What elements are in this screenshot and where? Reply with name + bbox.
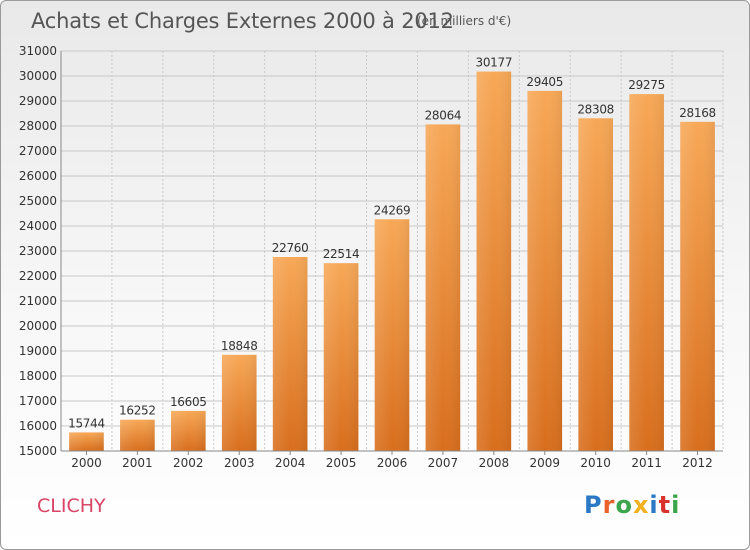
x-tick-label-2010: 2010 [580, 456, 611, 470]
x-tick-label-2005: 2005 [326, 456, 357, 470]
data-label-2002: 16605 [170, 395, 207, 409]
y-tick-label: 22000 [19, 269, 57, 283]
x-tick-label-2006: 2006 [377, 456, 408, 470]
data-label-2011: 29275 [628, 78, 665, 92]
y-tick-label: 19000 [19, 344, 57, 358]
logo-letter: i [649, 491, 659, 519]
y-tick-label: 24000 [19, 219, 57, 233]
y-tick-label: 30000 [19, 69, 57, 83]
y-tick-label: 28000 [19, 119, 57, 133]
y-tick-label: 20000 [19, 319, 57, 333]
y-tick-label: 23000 [19, 244, 57, 258]
logo-letter: P [584, 491, 603, 519]
logo-letter: r [602, 491, 616, 519]
x-tick-label-2000: 2000 [71, 456, 102, 470]
logo-letter: x [632, 491, 650, 519]
x-tick-label-2008: 2008 [479, 456, 510, 470]
bar-shine-2003 [221, 354, 257, 451]
x-tick-label-2001: 2001 [122, 456, 153, 470]
data-label-2007: 28064 [425, 108, 462, 122]
data-label-2001: 16252 [119, 404, 156, 418]
y-tick-label: 15000 [19, 444, 57, 458]
y-tick-label: 29000 [19, 94, 57, 108]
proxiti-logo[interactable]: Proxiti [584, 491, 680, 519]
bar-shine-2006 [374, 219, 410, 451]
y-tick-label: 27000 [19, 144, 57, 158]
data-label-2009: 29405 [526, 75, 563, 89]
y-tick-label: 21000 [19, 294, 57, 308]
bar-shine-2008 [476, 71, 512, 451]
x-tick-label-2011: 2011 [631, 456, 662, 470]
y-tick-label: 17000 [19, 394, 57, 408]
data-label-2010: 28308 [577, 102, 614, 116]
chart-unit: (en milliers d'€) [417, 14, 512, 28]
x-tick-label-2009: 2009 [529, 456, 560, 470]
bar-shine-2007 [425, 124, 461, 452]
bar-shine-2010 [578, 118, 614, 452]
y-tick-label: 18000 [19, 369, 57, 383]
y-tick-label: 25000 [19, 194, 57, 208]
logo-letter: i [671, 491, 681, 519]
bar-shine-2011 [629, 94, 664, 451]
x-tick-label-2004: 2004 [275, 456, 306, 470]
bar-shine-2000 [69, 432, 104, 451]
data-label-2012: 28168 [679, 106, 716, 120]
data-label-2000: 15744 [68, 416, 105, 430]
x-tick-label-2002: 2002 [173, 456, 204, 470]
bar-shine-2009 [527, 90, 563, 451]
y-tick-label: 16000 [19, 419, 57, 433]
x-tick-label-2012: 2012 [682, 456, 713, 470]
data-label-2004: 22760 [272, 241, 309, 255]
x-tick-label-2007: 2007 [428, 456, 459, 470]
bar-shine-2001 [120, 419, 155, 451]
bar-shine-2004 [272, 257, 308, 451]
chart-title: Achats et Charges Externes 2000 à 2012 [31, 9, 454, 33]
x-tick-label-2003: 2003 [224, 456, 255, 470]
y-tick-label: 26000 [19, 169, 57, 183]
city-name: CLICHY [37, 495, 106, 517]
bar-shine-2002 [170, 410, 206, 451]
data-label-2006: 24269 [374, 203, 411, 217]
logo-letter: o [615, 491, 633, 519]
data-label-2003: 18848 [221, 339, 258, 353]
bar-shine-2005 [323, 263, 359, 451]
logo-letter: t [658, 491, 672, 519]
data-label-2008: 30177 [476, 56, 513, 70]
data-label-2005: 22514 [323, 247, 360, 261]
bar-shine-2012 [680, 121, 715, 452]
y-tick-label: 31000 [19, 44, 57, 58]
